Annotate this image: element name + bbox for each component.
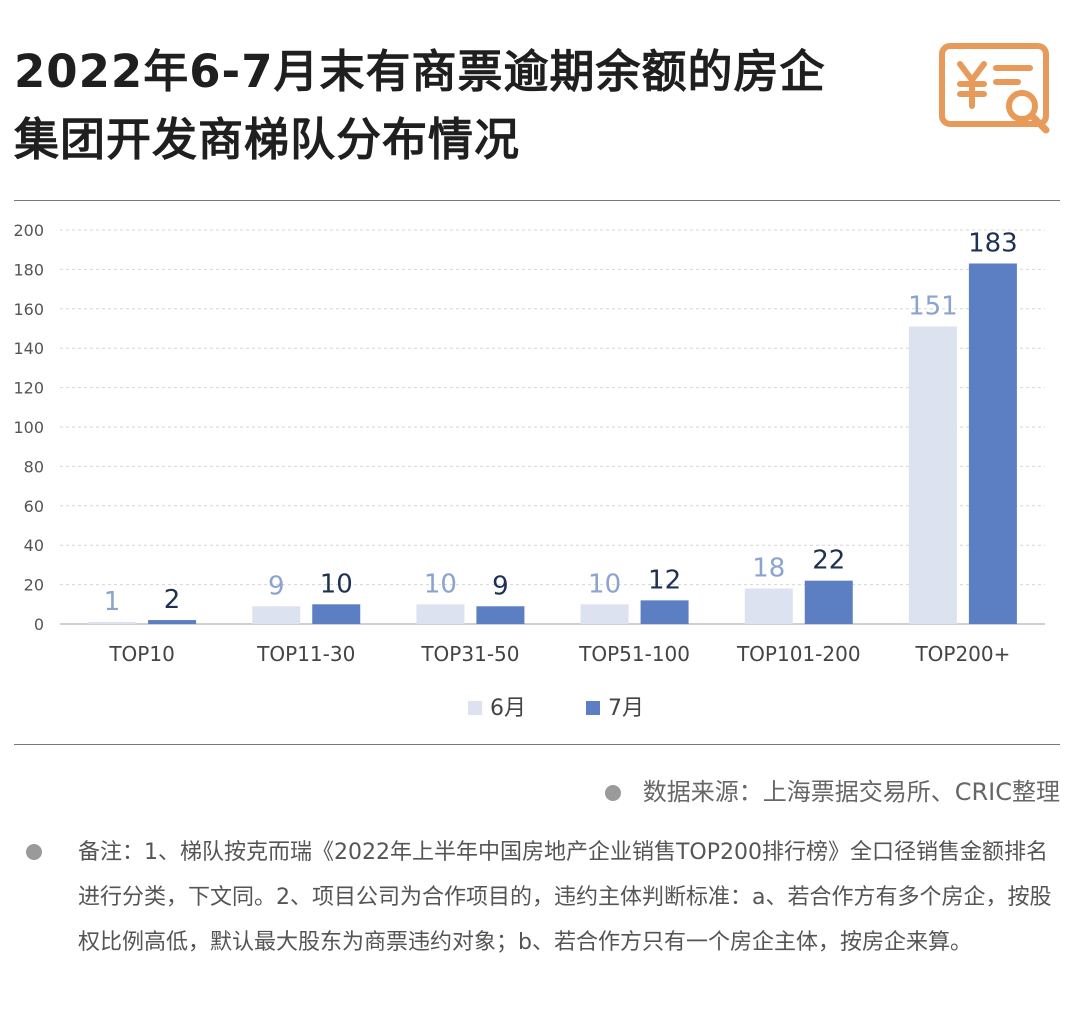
- note-text: 备注：1、梯队按克而瑞《2022年上半年中国房地产企业销售TOP200排行榜》全…: [78, 840, 1052, 955]
- data-label: 183: [968, 228, 1018, 258]
- x-tick-label: TOP10: [108, 642, 174, 666]
- yen-document-search-icon: [939, 43, 1050, 134]
- data-label: 10: [424, 569, 457, 599]
- bar: [580, 604, 629, 624]
- data-label: 18: [752, 554, 785, 584]
- footnote: 备注：1、梯队按克而瑞《2022年上半年中国房地产企业销售TOP200排行榜》全…: [26, 830, 1056, 965]
- y-tick-label: 200: [13, 221, 44, 240]
- bar: [908, 326, 957, 624]
- y-tick-label: 180: [13, 260, 44, 279]
- bar: [252, 606, 301, 624]
- legend-swatch: [468, 701, 482, 715]
- title-line-2: 集团开发商梯队分布情况: [14, 113, 521, 166]
- x-tick-label: TOP101-200: [736, 642, 861, 666]
- data-label: 151: [908, 292, 958, 322]
- x-tick-label: TOP51-100: [578, 642, 690, 666]
- data-label: 10: [588, 569, 621, 599]
- bar: [312, 604, 361, 624]
- y-tick-label: 40: [24, 536, 44, 555]
- bar: [476, 606, 525, 624]
- data-label: 22: [812, 546, 845, 576]
- bullet-icon: [604, 785, 621, 801]
- y-tick-label: 80: [24, 457, 44, 476]
- data-label: 12: [648, 565, 681, 595]
- x-tick-label: TOP31-50: [420, 642, 519, 666]
- data-label: 9: [268, 571, 285, 601]
- top-divider: [14, 200, 1060, 201]
- data-label: 10: [320, 569, 353, 599]
- data-source: 数据来源：上海票据交易所、CRIC整理: [604, 772, 1060, 807]
- y-tick-label: 100: [13, 418, 44, 437]
- y-tick-label: 120: [13, 379, 44, 398]
- bullet-icon: [26, 844, 42, 860]
- bar: [640, 600, 689, 624]
- bar: [804, 580, 853, 624]
- y-tick-label: 160: [13, 300, 44, 319]
- bar: [968, 263, 1017, 624]
- bottom-divider: [14, 744, 1060, 745]
- bar: [416, 604, 465, 624]
- chart-title: 2022年6-7月末有商票逾期余额的房企 集团开发商梯队分布情况: [14, 38, 914, 174]
- y-tick-label: 0: [34, 615, 44, 634]
- data-label: 1: [104, 587, 121, 617]
- source-text: 数据来源：上海票据交易所、CRIC整理: [642, 778, 1060, 806]
- x-tick-label: TOP11-30: [256, 642, 355, 666]
- y-tick-label: 140: [13, 339, 44, 358]
- legend-label: 6月: [490, 696, 526, 721]
- legend-swatch: [586, 701, 600, 715]
- bar: [88, 622, 137, 624]
- y-tick-label: 20: [24, 576, 44, 595]
- legend-label: 7月: [608, 696, 644, 721]
- y-tick-label: 60: [24, 497, 44, 516]
- bar: [148, 620, 197, 624]
- title-line-1: 2022年6-7月末有商票逾期余额的房企: [14, 45, 826, 98]
- bar: [744, 588, 793, 624]
- data-label: 2: [164, 585, 181, 615]
- data-label: 9: [492, 571, 509, 601]
- x-tick-label: TOP200+: [914, 642, 1010, 666]
